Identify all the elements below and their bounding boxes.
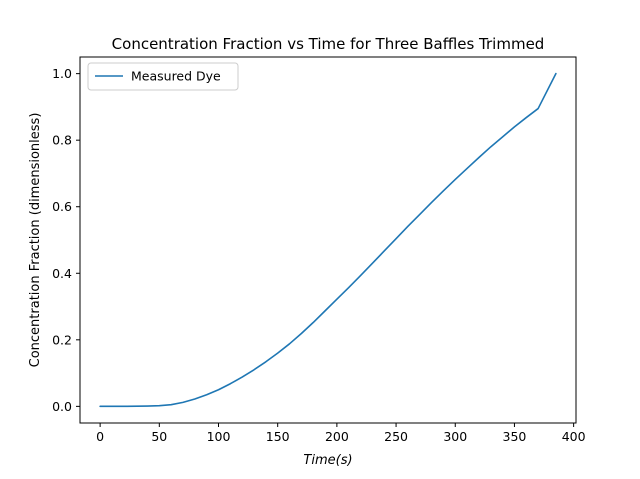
x-tick-label: 250: [384, 429, 408, 444]
plot-frame: [79, 56, 577, 424]
x-tick-label: 100: [207, 429, 231, 444]
chart-title: Concentration Fraction vs Time for Three…: [112, 35, 545, 53]
y-tick-label: 0.6: [52, 199, 72, 214]
x-axis-label: Time(s): [303, 453, 352, 468]
y-axis-label: Concentration Fraction (dimensionless): [28, 113, 43, 368]
series-layer: [99, 72, 557, 408]
y-tick-label: 0.2: [52, 332, 72, 347]
x-tick-label: 150: [266, 429, 290, 444]
y-tick-label: 0.8: [52, 133, 72, 148]
series-line-measured-dye: [99, 72, 557, 408]
x-axis-ticks: 0 50 100 150 200 250 300 350 400: [96, 423, 586, 444]
y-tick-label: 0.0: [52, 399, 72, 414]
x-tick-label: 300: [443, 429, 467, 444]
legend: Measured Dye: [87, 62, 239, 91]
y-tick-label: 0.4: [52, 266, 72, 281]
y-tick-label: 1.0: [52, 66, 72, 81]
legend-label-measured-dye: Measured Dye: [131, 69, 221, 84]
y-axis-ticks: 0.0 0.2 0.4 0.6 0.8 1.0: [52, 66, 80, 414]
x-tick-label: 350: [503, 429, 527, 444]
legend-box: [87, 62, 239, 91]
x-tick-label: 0: [96, 429, 104, 444]
x-tick-label: 200: [325, 429, 349, 444]
x-tick-label: 400: [562, 429, 586, 444]
plot-area: 0 50 100 150 200 250 300 350 400 0.0 0.2 0.4 0.6 0.8…: [52, 56, 586, 444]
x-tick-label: 50: [151, 429, 167, 444]
